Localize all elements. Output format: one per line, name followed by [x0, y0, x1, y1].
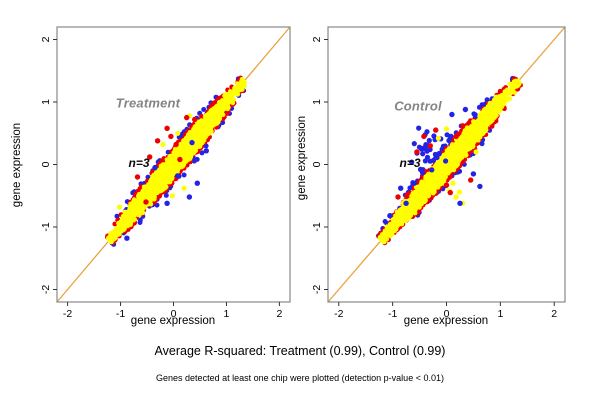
x-tick-label: -2 [63, 308, 72, 320]
outliers-blue [124, 139, 209, 241]
figure-caption: Genes detected at least one chip were pl… [156, 373, 444, 383]
x-tick-label: 1 [224, 308, 230, 320]
panel-treatment: -2 -2 -1 -1 0 0 1 1 2 2 [40, 26, 291, 320]
outliers-red [134, 114, 198, 205]
y-tick-label: -2 [40, 285, 52, 294]
panel-title-treatment: Treatment [115, 95, 181, 111]
x-tick-label: 0 [171, 308, 177, 320]
x-tick-label: -1 [388, 308, 397, 320]
x-tick-label: -1 [116, 308, 125, 320]
y-axis-title-left: gene expression [11, 122, 23, 208]
figure-title: Average R-squared: Treatment (0.99), Con… [154, 344, 446, 358]
outliers-red [395, 123, 474, 200]
n-label-control: n=3 [399, 156, 421, 170]
x-tick-label: -2 [334, 308, 343, 320]
x-tick-label: 2 [276, 308, 282, 320]
y-tick-label: -1 [311, 222, 323, 231]
axis-ticks: -2 -2 -1 -1 0 0 1 1 2 2 [311, 36, 557, 320]
y-tick-label: 0 [40, 161, 52, 167]
points-yellow [106, 77, 247, 245]
x-tick-label: 2 [551, 308, 557, 320]
y-tick-label: 2 [311, 36, 323, 42]
y-tick-label: -1 [40, 222, 52, 231]
panel-title-control: Control [394, 98, 442, 114]
x-tick-label: 1 [497, 308, 503, 320]
y-axis-title-right: gene expression [296, 115, 308, 201]
x-tick-label: 0 [444, 308, 450, 320]
y-tick-label: 1 [311, 99, 323, 105]
x-axis-title-left: gene expression [130, 315, 216, 327]
n-label-treatment: n=3 [128, 156, 150, 170]
y-tick-label: 2 [40, 36, 52, 42]
y-tick-label: 1 [40, 99, 52, 105]
y-tick-label: -2 [311, 285, 323, 294]
points-yellow [377, 78, 522, 245]
y-tick-label: 0 [311, 161, 323, 167]
x-axis-title-right: gene expression [403, 315, 489, 327]
outliers-blue [387, 106, 483, 219]
panel-control: -2 -2 -1 -1 0 0 1 1 2 2 [311, 26, 566, 320]
axis-ticks: -2 -2 -1 -1 0 0 1 1 2 2 [40, 36, 282, 320]
